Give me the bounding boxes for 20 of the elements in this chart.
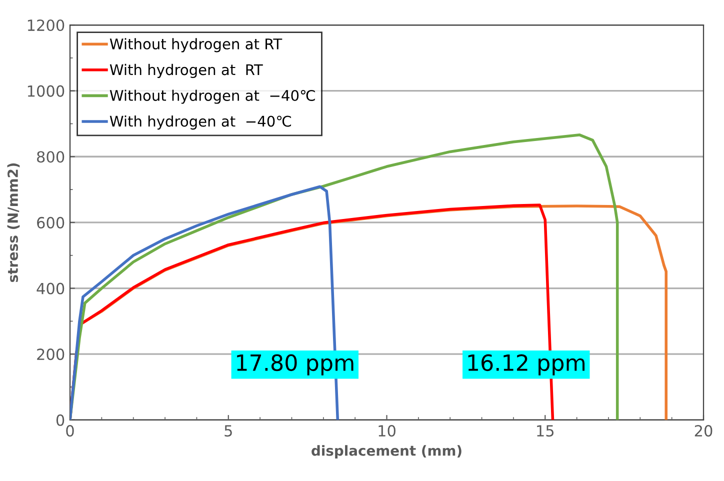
annotation: 16.12 ppm [468,354,585,376]
legend-label: Without hydrogen at RT [110,38,282,52]
x-axis-title: displacement (mm) [312,445,462,459]
legend-label: With hydrogen at RT [110,64,263,78]
x-tick-label: 10 [378,425,396,437]
x-tick-label: 5 [224,425,232,437]
y-tick-label: 400 [36,282,64,294]
legend-label: With hydrogen at −40℃ [110,115,292,130]
y-tick-label: 0 [56,414,64,426]
y-axis-title: stress (N/mm2) [7,163,20,282]
y-tick-label: 1000 [28,85,64,97]
x-tick-label: 0 [66,425,74,437]
y-tick-label: 200 [37,348,64,360]
x-tick-label: 15 [537,425,554,437]
annotation: 17.80 ppm [237,354,354,376]
x-tick-label: 20 [694,425,712,437]
y-tick-label: 600 [37,216,64,228]
y-tick-label: 1200 [28,19,64,32]
legend-label: Without hydrogen at −40℃ [110,90,315,104]
y-tick-label: 800 [37,151,64,163]
